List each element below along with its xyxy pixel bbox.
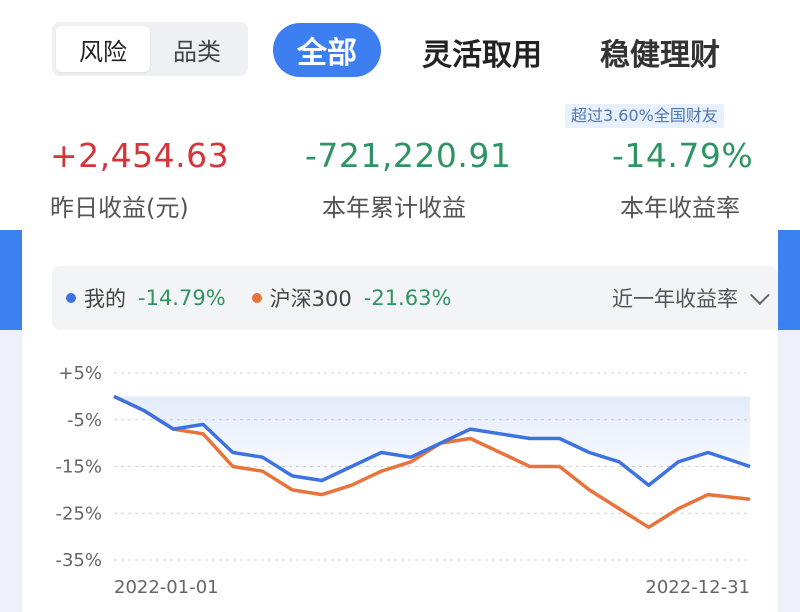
summary-card: 风险 品类 全部 灵活取用 稳健理财 超过3.60%全国财友 +2,454.63… — [22, 0, 778, 612]
series-line-index — [113, 394, 751, 530]
tab-all[interactable]: 全部 — [273, 23, 381, 77]
ytd-return-label: 本年收益率 — [620, 194, 740, 222]
return-chart: +5% -5% -15% -25% -35% 2022-01-01 2022-12-31 — [55, 363, 751, 598]
y-tick-label: -15% — [55, 457, 102, 478]
tab-flexible[interactable]: 灵活取用 — [422, 38, 542, 73]
chart-series — [113, 394, 751, 530]
tab-stable[interactable]: 稳健理财 — [600, 38, 720, 73]
x-tick-label: 2022-01-01 — [114, 577, 219, 598]
legend-name-mine: 我的 — [84, 287, 126, 311]
category-toggle: 风险 品类 — [52, 22, 248, 76]
yesterday-earnings-value: +2,454.63 — [50, 136, 230, 175]
rank-badge: 超过3.60%全国财友 — [565, 104, 724, 128]
y-tick-label: -25% — [55, 503, 102, 524]
legend-value-mine: -14.79% — [138, 286, 226, 310]
toggle-risk[interactable]: 风险 — [56, 26, 150, 72]
ytd-return-value: -14.79% — [612, 136, 754, 175]
series-line-mine — [113, 394, 751, 487]
yesterday-earnings-label: 昨日收益(元) — [50, 194, 189, 222]
y-tick-label: -5% — [67, 410, 102, 431]
chart-legend: 我的 -14.79% 沪深300 -21.63% 近一年收益率 — [52, 266, 778, 330]
chevron-down-icon — [749, 285, 770, 306]
legend-dot-index — [251, 293, 262, 303]
period-label: 近一年收益率 — [612, 287, 738, 311]
y-axis: +5% -5% -15% -25% -35% — [55, 363, 102, 571]
y-tick-label: +5% — [58, 363, 102, 384]
ytd-earnings-label: 本年累计收益 — [322, 194, 466, 222]
y-tick-label: -35% — [55, 550, 102, 571]
x-axis: 2022-01-01 2022-12-31 — [114, 577, 750, 598]
legend-value-index: -21.63% — [363, 286, 452, 310]
legend-dot-mine — [66, 293, 76, 303]
x-tick-label: 2022-12-31 — [645, 577, 750, 598]
toggle-category[interactable]: 品类 — [173, 37, 221, 66]
ytd-earnings-value: -721,220.91 — [305, 136, 512, 175]
legend-name-index: 沪深300 — [269, 287, 352, 311]
period-selector[interactable]: 近一年收益率 — [612, 283, 770, 313]
